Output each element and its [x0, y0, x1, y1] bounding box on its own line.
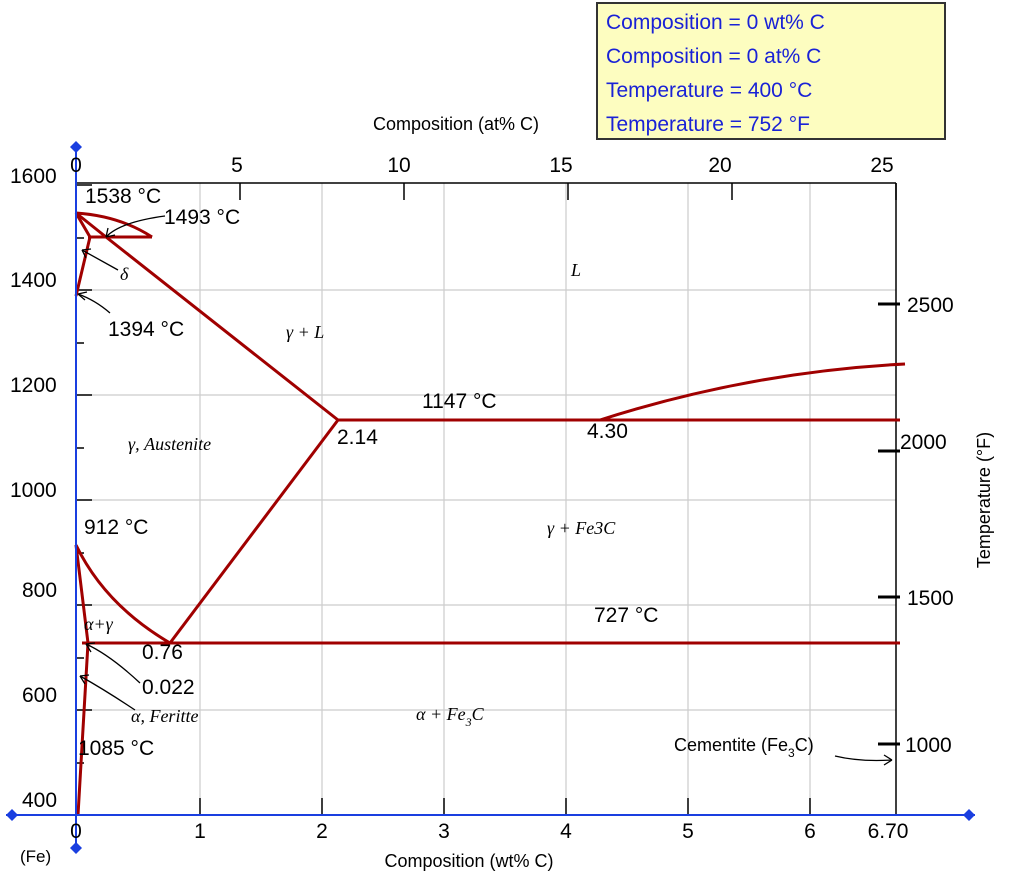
- label-0022: 0.022: [142, 676, 195, 699]
- bottom-tick-label: 2: [316, 820, 328, 843]
- label-cementite: Cementite (Fe3C): [674, 735, 814, 760]
- liquidus-line-left: [75, 211, 600, 422]
- label-727: 727 °C: [594, 604, 658, 627]
- x-handle-right: [963, 809, 975, 821]
- arrow-1493: [105, 215, 166, 238]
- right-tick-label: 1500: [907, 587, 954, 610]
- label-076: 0.76: [142, 641, 183, 664]
- right-tick-label: 2000: [900, 431, 947, 454]
- bottom-tick-label: 0: [70, 820, 82, 843]
- readout-composition-at: Composition = 0 at% C: [606, 45, 822, 68]
- left-tick-label: 1600: [10, 165, 57, 188]
- delta-solidus: [74, 212, 92, 297]
- label-gamma-liquid: γ + L: [286, 322, 324, 342]
- label-1085: 1085 °C: [78, 737, 154, 760]
- top-tick-label: 25: [870, 154, 893, 177]
- left-tick-label: 600: [22, 684, 57, 707]
- left-tick-label: 1200: [10, 374, 57, 397]
- alpha-solvus: [74, 544, 90, 816]
- bottom-axis-ticks: [199, 798, 811, 815]
- top-axis-title: Composition (at% C): [373, 114, 539, 134]
- label-liquid: L: [570, 260, 581, 280]
- readout-temperature-c: Temperature = 400 °C: [606, 79, 813, 102]
- label-alpha-fe3c: α + Fe3C: [416, 704, 485, 729]
- right-tick-labels: 1000 1500 2000 2500: [900, 294, 954, 757]
- readout-panel: Composition = 0 wt% C Composition = 0 at…: [596, 2, 946, 140]
- top-tick-label: 10: [387, 154, 410, 177]
- bottom-tick-label: 4: [560, 820, 572, 843]
- arrow-ferrite: [79, 675, 136, 711]
- label-214: 2.14: [337, 426, 378, 449]
- readout-temperature-f: Temperature = 752 °F: [606, 113, 810, 136]
- left-tick-labels: 400 600 800 1000 1200 1400 1600: [10, 165, 57, 812]
- phase-boundaries: [74, 211, 906, 816]
- right-axis-title: Temperature (°F): [974, 432, 994, 568]
- bottom-axis-title: Composition (wt% C): [384, 851, 553, 871]
- bottom-tick-label: 5: [682, 820, 694, 843]
- label-austenite: γ, Austenite: [128, 434, 211, 454]
- bottom-tick-label: 3: [438, 820, 450, 843]
- phase-labels: L γ + L γ, Austenite γ + Fe3C α+γ α, Fer…: [84, 260, 814, 760]
- top-tick-labels: 0 5 10 15 20 25: [70, 154, 894, 177]
- label-ferrite: α, Feritte: [131, 706, 198, 726]
- top-tick-label: 0: [70, 154, 82, 177]
- label-430: 4.30: [587, 420, 628, 443]
- label-delta: δ: [120, 264, 129, 284]
- y-handle-top: [70, 141, 82, 153]
- grid: [76, 183, 896, 815]
- right-tick-label: 1000: [905, 734, 952, 757]
- bottom-tick-label: 1: [194, 820, 206, 843]
- x-handle-left: [6, 809, 18, 821]
- left-tick-label: 800: [22, 579, 57, 602]
- arrow-1394: [77, 293, 111, 314]
- acm-line: [168, 419, 340, 644]
- readout-composition-wt: Composition = 0 wt% C: [606, 11, 825, 34]
- left-tick-label: 1000: [10, 479, 57, 502]
- top-tick-label: 15: [549, 154, 572, 177]
- bottom-tick-label: 6: [804, 820, 816, 843]
- left-tick-label: 1400: [10, 269, 57, 292]
- blue-axes: [6, 147, 975, 848]
- arrow-cementite: [834, 755, 893, 762]
- solidus-upper: [75, 211, 153, 239]
- right-tick-label: 2500: [907, 294, 954, 317]
- label-alpha-gamma: α+γ: [84, 614, 114, 634]
- arrow-0022: [85, 643, 141, 684]
- label-1538: 1538 °C: [85, 185, 161, 208]
- arrow-delta: [81, 249, 119, 271]
- label-gamma-fe3c: γ + Fe3C: [547, 518, 616, 538]
- axis-handles[interactable]: [6, 141, 975, 854]
- fe-label: (Fe): [20, 847, 51, 866]
- right-axis-ticks: [878, 302, 900, 746]
- label-912: 912 °C: [84, 516, 148, 539]
- y-handle-bottom: [70, 842, 82, 854]
- leader-arrows: [77, 215, 893, 766]
- plot-frame: [76, 182, 897, 815]
- point-labels: 1538 °C 1493 °C 1394 °C 1147 °C 2.14 4.3…: [78, 185, 658, 760]
- top-tick-label: 5: [231, 154, 243, 177]
- top-axis-ticks: [75, 183, 897, 200]
- liquidus-line-right: [599, 362, 906, 422]
- label-1147: 1147 °C: [422, 390, 497, 413]
- label-1493: 1493 °C: [164, 206, 240, 229]
- top-tick-label: 20: [708, 154, 731, 177]
- label-1394: 1394 °C: [108, 318, 184, 341]
- left-tick-label: 400: [22, 789, 57, 812]
- bottom-tick-label: 6.70: [868, 820, 909, 843]
- bottom-tick-labels: 0 1 2 3 4 5 6 6.70: [70, 820, 908, 843]
- a3-line: [74, 544, 171, 645]
